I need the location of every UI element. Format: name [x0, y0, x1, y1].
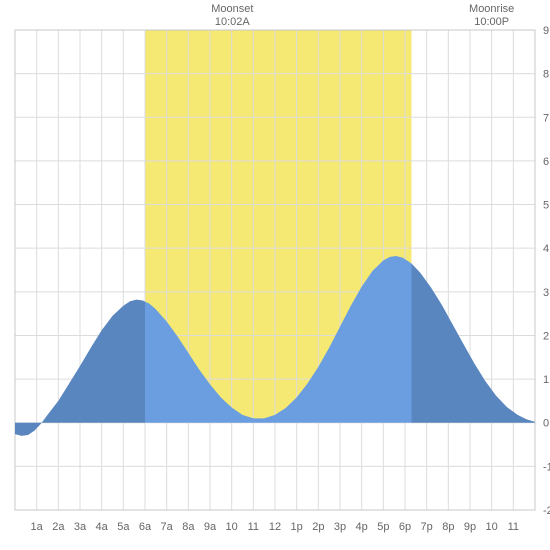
x-tick-label: 3p — [334, 521, 346, 533]
x-tick-label: 7a — [161, 521, 174, 533]
y-tick-label: -2 — [543, 505, 550, 517]
x-tick-label: 10 — [486, 521, 498, 533]
x-tick-label: 10 — [226, 521, 238, 533]
x-tick-label: 11 — [508, 521, 519, 533]
x-tick-label: 5a — [117, 521, 130, 533]
y-tick-label: 1 — [543, 374, 549, 386]
y-tick-label: 3 — [543, 287, 549, 299]
moonset-label: Moonset — [211, 3, 253, 15]
tide-chart: 1a2a3a4a5a6a7a8a9a1011121p2p3p4p5p6p7p8p… — [0, 0, 550, 550]
x-tick-label: 11 — [248, 521, 259, 533]
x-tick-label: 2a — [52, 521, 65, 533]
x-tick-label: 6a — [139, 521, 152, 533]
chart-svg: 1a2a3a4a5a6a7a8a9a1011121p2p3p4p5p6p7p8p… — [0, 0, 550, 550]
y-tick-label: 8 — [543, 69, 549, 81]
y-tick-label: -1 — [543, 461, 550, 473]
x-tick-label: 12 — [269, 521, 281, 533]
x-tick-label: 9p — [464, 521, 476, 533]
x-tick-label: 5p — [377, 521, 389, 533]
x-tick-label: 1a — [31, 521, 44, 533]
y-tick-label: 6 — [543, 156, 549, 168]
x-tick-label: 4p — [356, 521, 368, 533]
x-tick-label: 1p — [291, 521, 303, 533]
y-tick-label: 5 — [543, 200, 549, 212]
x-tick-label: 8p — [442, 521, 454, 533]
x-tick-label: 7p — [421, 521, 433, 533]
moonrise-label: Moonrise — [469, 3, 514, 15]
x-tick-label: 4a — [96, 521, 109, 533]
y-tick-label: 0 — [543, 418, 549, 430]
x-tick-label: 9a — [204, 521, 217, 533]
x-tick-label: 3a — [74, 521, 87, 533]
moonset-time: 10:02A — [215, 16, 251, 28]
y-tick-label: 7 — [543, 112, 549, 124]
x-tick-label: 2p — [312, 521, 324, 533]
y-tick-label: 9 — [543, 25, 549, 37]
y-tick-label: 4 — [543, 243, 549, 255]
x-tick-label: 8a — [182, 521, 195, 533]
moonrise-time: 10:00P — [474, 16, 509, 28]
x-tick-label: 6p — [399, 521, 411, 533]
y-tick-label: 2 — [543, 330, 549, 342]
